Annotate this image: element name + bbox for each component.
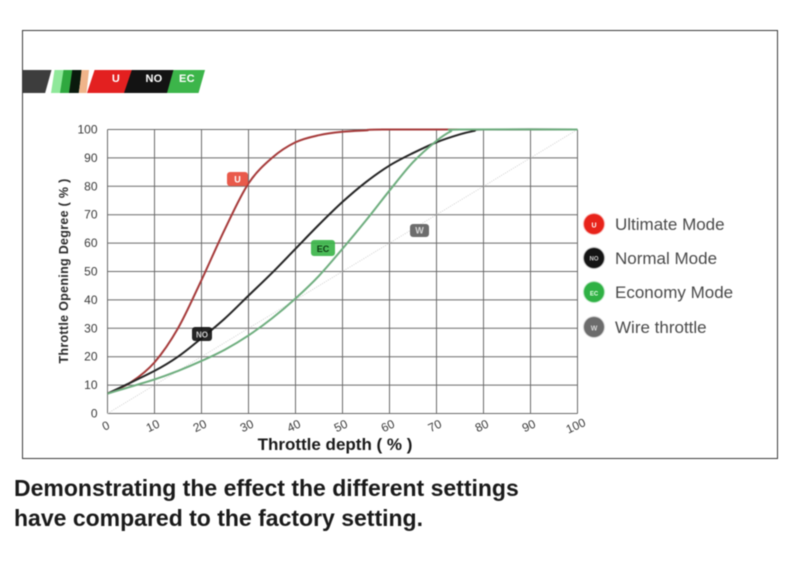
- svg-text:10: 10: [84, 378, 98, 392]
- svg-text:100: 100: [564, 415, 588, 436]
- svg-text:Normal Mode: Normal Mode: [615, 249, 717, 268]
- svg-text:Economy Mode: Economy Mode: [615, 283, 733, 302]
- svg-text:70: 70: [426, 417, 444, 435]
- svg-text:40: 40: [84, 293, 98, 307]
- svg-text:W: W: [591, 326, 598, 333]
- svg-text:30: 30: [238, 417, 256, 435]
- svg-text:10: 10: [144, 417, 162, 435]
- svg-text:80: 80: [84, 179, 98, 193]
- svg-text:Ultimate Mode: Ultimate Mode: [615, 215, 725, 234]
- svg-text:U: U: [591, 223, 596, 230]
- svg-text:Throttle Opening Degree ( % ): Throttle Opening Degree ( % ): [57, 178, 71, 363]
- svg-text:NO: NO: [590, 257, 599, 263]
- svg-text:90: 90: [84, 151, 98, 165]
- svg-text:EC: EC: [317, 244, 330, 254]
- svg-text:50: 50: [84, 265, 98, 279]
- svg-text:90: 90: [520, 417, 538, 435]
- svg-text:NO: NO: [196, 331, 208, 340]
- svg-text:Wire throttle: Wire throttle: [615, 318, 707, 337]
- svg-text:0: 0: [100, 418, 112, 434]
- svg-text:30: 30: [84, 321, 98, 335]
- svg-text:60: 60: [379, 417, 397, 435]
- svg-text:100: 100: [77, 123, 97, 137]
- svg-text:20: 20: [191, 417, 209, 435]
- svg-text:EC: EC: [590, 292, 599, 298]
- svg-text:70: 70: [84, 208, 98, 222]
- svg-text:50: 50: [332, 417, 350, 435]
- svg-text:80: 80: [473, 417, 491, 435]
- svg-text:20: 20: [84, 350, 98, 364]
- svg-text:0: 0: [91, 407, 98, 421]
- svg-text:40: 40: [285, 417, 303, 435]
- svg-text:60: 60: [84, 236, 98, 250]
- svg-text:Throttle depth ( % ): Throttle depth ( % ): [258, 435, 413, 454]
- svg-text:W: W: [415, 226, 424, 236]
- svg-text:U: U: [234, 175, 241, 185]
